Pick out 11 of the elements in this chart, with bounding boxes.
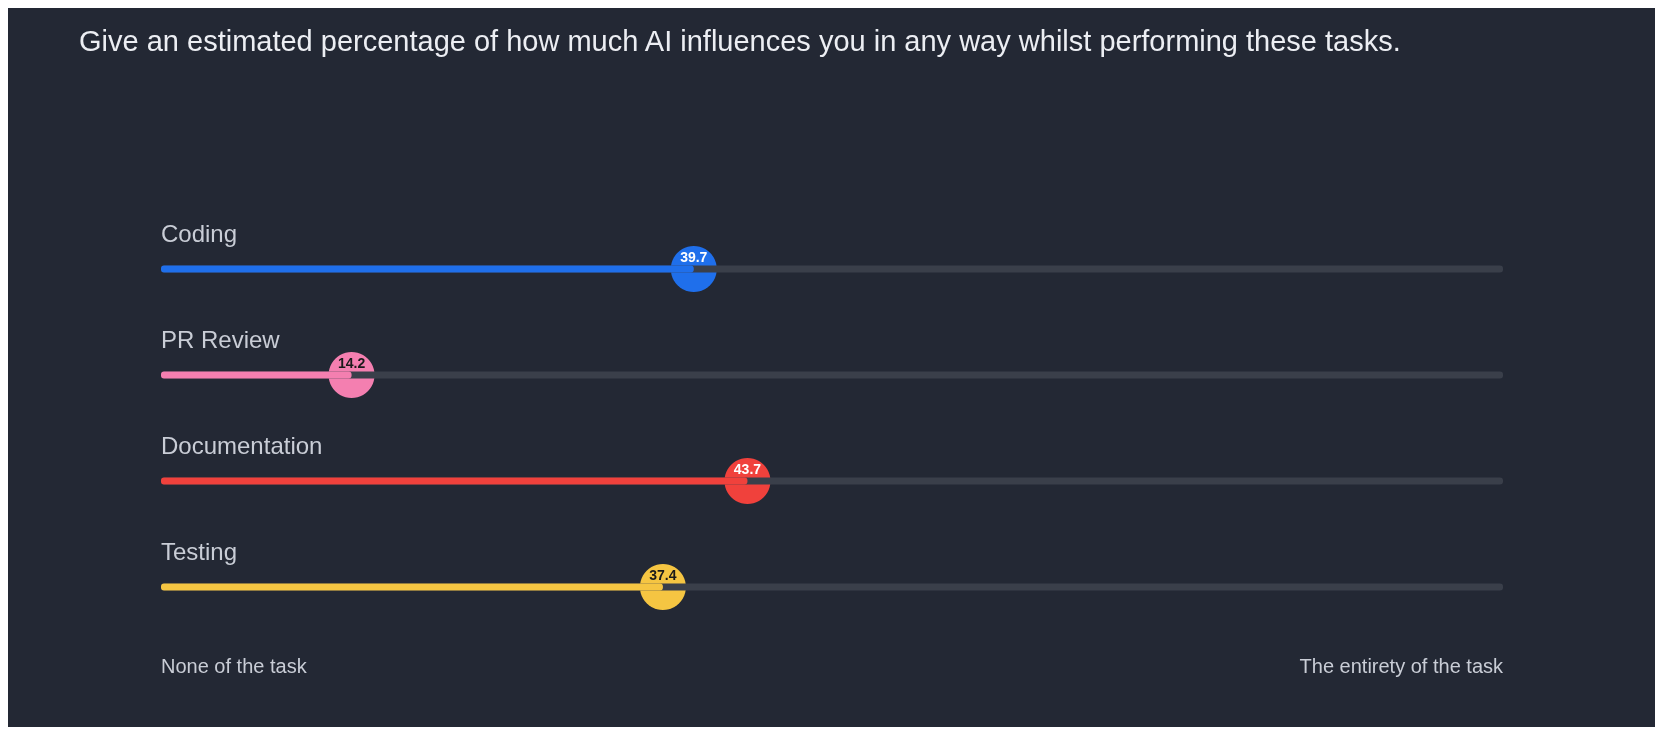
y-tick-label: PR Review <box>161 325 281 353</box>
text: The entirety of the task <box>1299 655 1504 677</box>
data-label: 14.2 <box>337 355 366 371</box>
y-tick-label: Coding <box>161 219 238 247</box>
chart-title: Give an estimated percentage of how much AI influences you in any way whilst performing these tasks. <box>79 25 1401 57</box>
data-label: 43.7 <box>733 461 762 477</box>
data-label: 39.7 <box>680 249 708 265</box>
data-label: 37.4 <box>649 567 677 583</box>
text: None of the task <box>161 655 308 677</box>
y-tick-label: Testing <box>161 537 238 565</box>
y-tick-label: Documentation <box>161 431 323 459</box>
